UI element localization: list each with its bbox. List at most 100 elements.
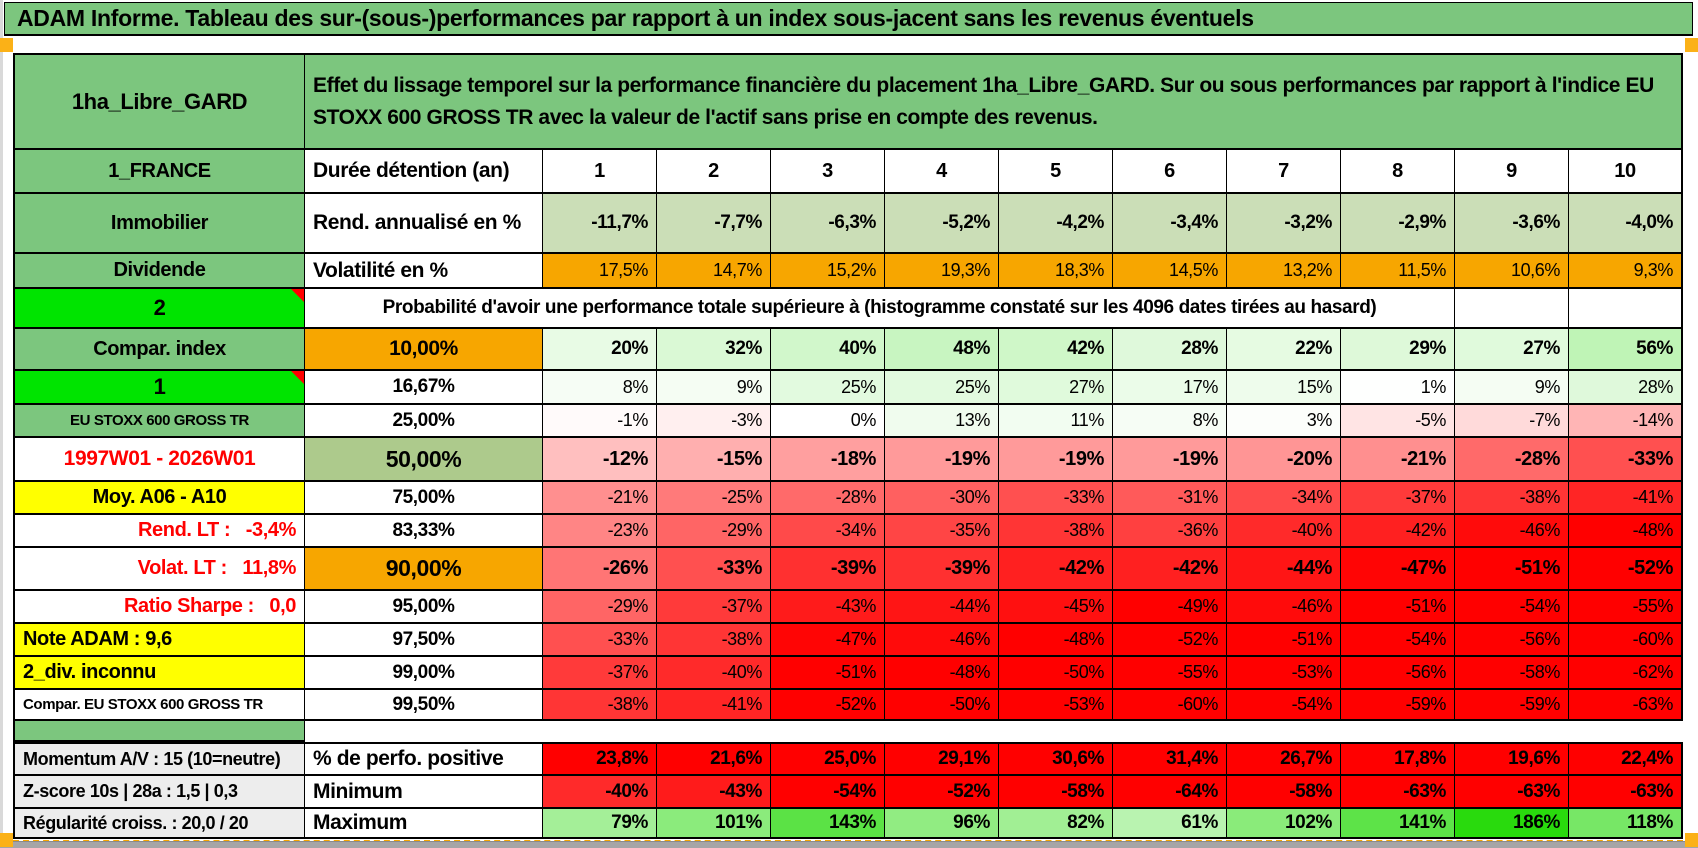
value-cell[interactable]: 22,4% <box>1569 742 1683 776</box>
left-label-cell[interactable]: Compar. EU STOXX 600 GROSS TR <box>13 690 305 721</box>
value-cell[interactable]: 32% <box>657 329 771 371</box>
value-cell[interactable]: -20% <box>1227 438 1341 482</box>
value-cell[interactable]: -28% <box>1455 438 1569 482</box>
value-cell[interactable]: -43% <box>771 591 885 624</box>
value-cell[interactable]: -42% <box>999 548 1113 591</box>
mid-label-cell[interactable]: 75,00% <box>305 482 543 515</box>
value-cell[interactable]: 1 <box>543 150 657 194</box>
left-label-cell[interactable]: 2 <box>13 289 305 329</box>
value-cell[interactable]: 102% <box>1227 809 1341 839</box>
mid-label-cell[interactable]: Minimum <box>305 776 543 809</box>
value-cell[interactable]: -54% <box>771 776 885 809</box>
value-cell[interactable]: -40% <box>1227 515 1341 548</box>
value-cell[interactable]: -48% <box>1569 515 1683 548</box>
value-cell[interactable]: 8% <box>543 371 657 405</box>
value-cell[interactable]: 8 <box>1341 150 1455 194</box>
value-cell[interactable]: -52% <box>1113 624 1227 657</box>
value-cell[interactable]: -52% <box>771 690 885 721</box>
value-cell[interactable]: 17,5% <box>543 254 657 289</box>
value-cell[interactable]: 27% <box>999 371 1113 405</box>
value-cell[interactable]: -58% <box>999 776 1113 809</box>
value-cell[interactable]: 7 <box>1227 150 1341 194</box>
value-cell[interactable]: -54% <box>1227 690 1341 721</box>
value-cell[interactable]: 29% <box>1341 329 1455 371</box>
mid-label-cell[interactable]: 10,00% <box>305 329 543 371</box>
mid-label-cell[interactable]: 50,00% <box>305 438 543 482</box>
value-cell[interactable]: -31% <box>1113 482 1227 515</box>
value-cell[interactable]: -63% <box>1569 690 1683 721</box>
value-cell[interactable]: -3,4% <box>1113 194 1227 254</box>
probability-note-cell[interactable]: Probabilité d'avoir une performance tota… <box>305 289 1455 329</box>
value-cell[interactable]: -40% <box>657 657 771 690</box>
left-label-cell[interactable]: Dividende <box>13 254 305 289</box>
value-cell[interactable]: 9 <box>1455 150 1569 194</box>
value-cell[interactable]: 96% <box>885 809 999 839</box>
value-cell[interactable]: -21% <box>543 482 657 515</box>
mid-label-cell[interactable]: 25,00% <box>305 405 543 438</box>
mid-label-cell[interactable]: 90,00% <box>305 548 543 591</box>
value-cell[interactable]: -56% <box>1455 624 1569 657</box>
value-cell[interactable]: -39% <box>885 548 999 591</box>
value-cell[interactable]: -3,6% <box>1455 194 1569 254</box>
value-cell[interactable]: -63% <box>1341 776 1455 809</box>
value-cell[interactable]: -54% <box>1341 624 1455 657</box>
value-cell[interactable]: 10,6% <box>1455 254 1569 289</box>
value-cell[interactable]: -3% <box>657 405 771 438</box>
value-cell[interactable]: 27% <box>1455 329 1569 371</box>
value-cell[interactable]: -43% <box>657 776 771 809</box>
value-cell[interactable]: -50% <box>885 690 999 721</box>
value-cell[interactable]: -55% <box>1569 591 1683 624</box>
value-cell[interactable]: -60% <box>1569 624 1683 657</box>
mid-label-cell[interactable]: % de perfo. positive <box>305 742 543 776</box>
mid-label-cell[interactable]: 99,00% <box>305 657 543 690</box>
empty-cell[interactable] <box>1455 289 1569 329</box>
value-cell[interactable]: 19,3% <box>885 254 999 289</box>
value-cell[interactable]: -41% <box>657 690 771 721</box>
value-cell[interactable]: -19% <box>999 438 1113 482</box>
left-label-cell[interactable]: Note ADAM : 9,6 <box>13 624 305 657</box>
value-cell[interactable]: -51% <box>771 657 885 690</box>
value-cell[interactable]: -4,2% <box>999 194 1113 254</box>
value-cell[interactable]: -33% <box>657 548 771 591</box>
value-cell[interactable]: -33% <box>1569 438 1683 482</box>
left-label-cell[interactable]: Régularité croiss. : 20,0 / 20 <box>13 809 305 839</box>
value-cell[interactable]: 9% <box>657 371 771 405</box>
left-label-cell[interactable]: Z-score 10s | 28a : 1,5 | 0,3 <box>13 776 305 809</box>
value-cell[interactable]: 25% <box>885 371 999 405</box>
value-cell[interactable]: -39% <box>771 548 885 591</box>
value-cell[interactable]: 82% <box>999 809 1113 839</box>
value-cell[interactable]: -59% <box>1341 690 1455 721</box>
value-cell[interactable]: -58% <box>1455 657 1569 690</box>
value-cell[interactable]: 15% <box>1227 371 1341 405</box>
value-cell[interactable]: 10 <box>1569 150 1683 194</box>
value-cell[interactable]: 42% <box>999 329 1113 371</box>
horizontal-scrollbar[interactable] <box>0 841 1698 848</box>
value-cell[interactable]: 3 <box>771 150 885 194</box>
value-cell[interactable]: -42% <box>1341 515 1455 548</box>
mid-label-cell[interactable]: 16,67% <box>305 371 543 405</box>
value-cell[interactable]: 25,0% <box>771 742 885 776</box>
value-cell[interactable]: -48% <box>885 657 999 690</box>
value-cell[interactable]: 118% <box>1569 809 1683 839</box>
left-label-cell[interactable]: Ratio Sharpe : 0,0 <box>13 591 305 624</box>
value-cell[interactable]: -49% <box>1113 591 1227 624</box>
value-cell[interactable]: 11% <box>999 405 1113 438</box>
value-cell[interactable]: 21,6% <box>657 742 771 776</box>
value-cell[interactable]: 13,2% <box>1227 254 1341 289</box>
value-cell[interactable]: -58% <box>1227 776 1341 809</box>
sheet-title[interactable]: ADAM Informe. Tableau des sur-(sous-)per… <box>4 2 1693 36</box>
value-cell[interactable]: 18,3% <box>999 254 1113 289</box>
value-cell[interactable]: -34% <box>1227 482 1341 515</box>
value-cell[interactable]: -12% <box>543 438 657 482</box>
value-cell[interactable]: 17,8% <box>1341 742 1455 776</box>
mid-label-cell[interactable]: Rend. annualisé en % <box>305 194 543 254</box>
value-cell[interactable]: 20% <box>543 329 657 371</box>
value-cell[interactable]: 6 <box>1113 150 1227 194</box>
value-cell[interactable]: -25% <box>657 482 771 515</box>
mid-label-cell[interactable]: 95,00% <box>305 591 543 624</box>
value-cell[interactable]: -5% <box>1341 405 1455 438</box>
value-cell[interactable]: 5 <box>999 150 1113 194</box>
value-cell[interactable]: 3% <box>1227 405 1341 438</box>
value-cell[interactable]: -37% <box>657 591 771 624</box>
value-cell[interactable]: -55% <box>1113 657 1227 690</box>
